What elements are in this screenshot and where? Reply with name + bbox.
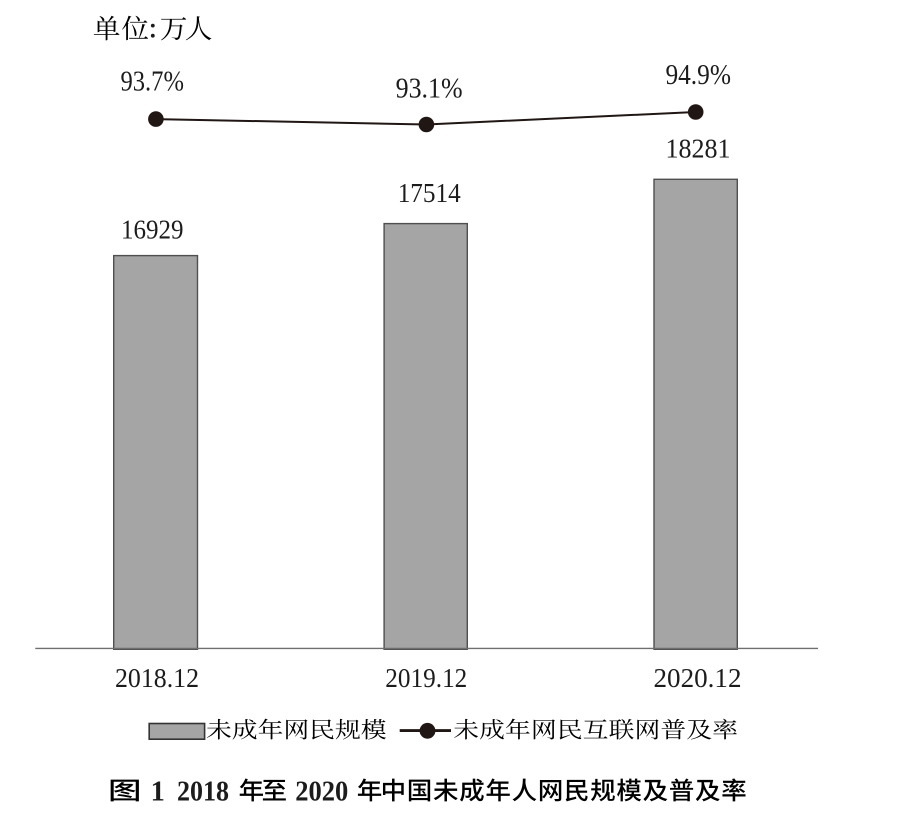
svg-text:93.1%: 93.1% [396,74,463,105]
svg-text:17514: 17514 [398,177,461,208]
svg-text:93.7%: 93.7% [120,67,184,98]
svg-text:2019.12: 2019.12 [385,662,467,693]
svg-text:16929: 16929 [121,213,184,244]
svg-text:2018.12: 2018.12 [115,662,199,693]
svg-text:2020.12: 2020.12 [654,662,742,693]
svg-text:1: 1 [151,777,165,808]
svg-text:94.9%: 94.9% [665,60,731,91]
svg-text:2020: 2020 [295,777,348,808]
svg-text:2018: 2018 [177,777,229,808]
svg-text:18281: 18281 [666,132,731,163]
